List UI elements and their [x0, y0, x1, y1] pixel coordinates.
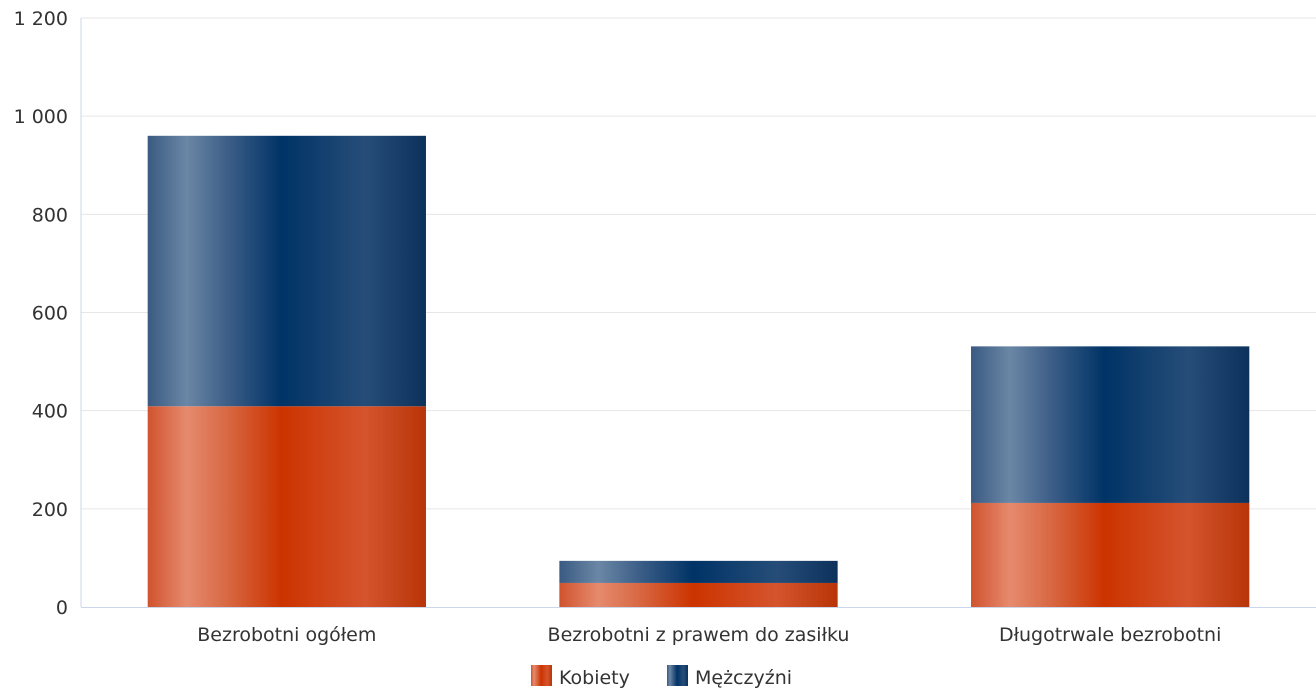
bar-kobiety [559, 582, 838, 607]
y-tick-label: 800 [32, 204, 68, 226]
bar-mezczyzni [559, 560, 838, 583]
legend-label: Mężczyźni [695, 667, 792, 689]
x-tick-label: Długotrwale bezrobotni [999, 624, 1221, 646]
y-tick-label: 200 [32, 499, 68, 521]
y-tick-label: 1 000 [14, 106, 68, 128]
legend-swatch [667, 665, 688, 686]
y-tick-label: 0 [56, 597, 68, 619]
bar-kobiety [147, 406, 426, 607]
x-tick-label: Bezrobotni z prawem do zasiłku [548, 624, 850, 646]
y-tick-label: 600 [32, 303, 68, 325]
y-tick-label: 1 200 [14, 8, 68, 30]
bar-mezczyzni [971, 346, 1250, 503]
bar-mezczyzni [147, 135, 426, 407]
bar-kobiety [971, 502, 1250, 607]
legend-swatch [531, 665, 552, 686]
y-tick-label: 400 [32, 401, 68, 423]
legend-label: Kobiety [559, 667, 630, 689]
x-tick-label: Bezrobotni ogółem [197, 624, 376, 646]
